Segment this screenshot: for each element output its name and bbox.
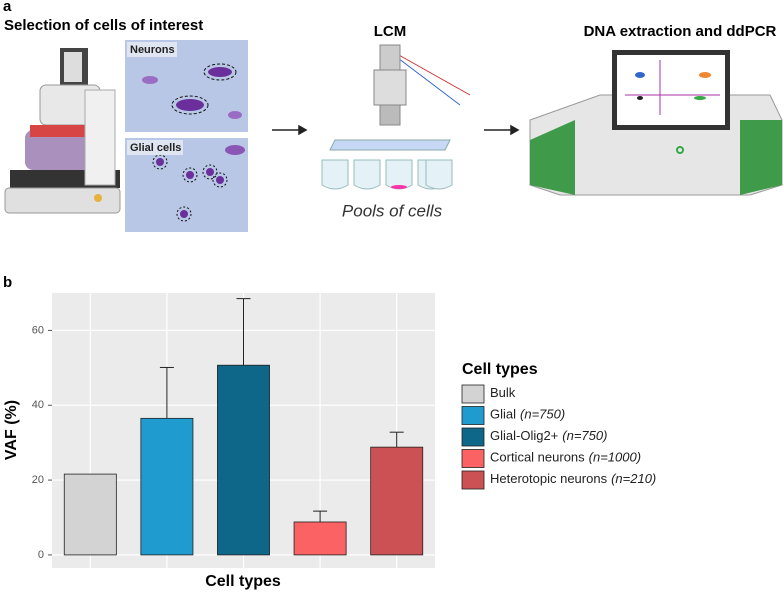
step-title: Selection of cells of interest <box>4 17 203 34</box>
arrow <box>272 124 520 136</box>
legend-name: Glial <box>490 407 516 422</box>
y-tick-label: 0 <box>38 549 44 561</box>
micrograph <box>125 40 248 232</box>
plot: 0 20 40 60 Bulk Glial (n=750) Glial-Olig2+ (n=75… <box>32 293 656 568</box>
bar <box>217 364 270 556</box>
legend-swatch <box>461 384 485 404</box>
legend-label: Glial-Olig2+ (n=750) <box>490 428 607 443</box>
bar <box>63 473 117 556</box>
legend-note: (n=1000) <box>589 450 641 465</box>
label-bg <box>127 140 183 155</box>
panel-label: b <box>3 274 12 291</box>
legend-name: Heterotopic neurons <box>490 471 608 486</box>
ddpcr-illustration <box>529 50 783 196</box>
y-axis-label: VAF (%) <box>3 400 20 460</box>
legend-name: Glial-Olig2+ <box>490 428 558 443</box>
error-bar <box>159 366 174 419</box>
legend-label: Cortical neurons (n=1000) <box>490 450 641 465</box>
legend-swatch <box>461 470 485 490</box>
step-title: DNA extraction and ddPCR <box>584 23 777 40</box>
error-bar <box>313 510 328 522</box>
caption: Pools of cells <box>342 201 443 220</box>
image-label: Neurons <box>130 44 175 56</box>
legend-label: Bulk <box>490 385 516 400</box>
microscope-illustration <box>4 48 121 214</box>
bar <box>293 521 347 556</box>
legend-swatch <box>461 427 485 447</box>
legend-label: Glial (n=750) <box>490 407 565 422</box>
y-tick-label: 20 <box>32 474 44 486</box>
bar <box>370 446 424 556</box>
legend-note: (n=750) <box>520 407 565 422</box>
x-axis-label: Cell types <box>205 573 281 590</box>
step-title: LCM <box>374 23 407 40</box>
y-tick-label: 60 <box>32 324 44 336</box>
legend-name: Bulk <box>490 385 516 400</box>
label-bg <box>127 42 177 57</box>
panel-label: a <box>3 0 12 15</box>
legend-title: Cell types <box>462 361 538 378</box>
legend-swatch <box>461 406 485 425</box>
legend-label: Heterotopic neurons (n=210) <box>490 471 656 486</box>
error-bar <box>236 298 251 366</box>
image-label: Glial cells <box>130 142 181 154</box>
y-tick-label: 40 <box>32 399 44 411</box>
legend-name: Cortical neurons <box>490 450 585 465</box>
legend-swatch <box>461 449 485 468</box>
lcm-illustration <box>321 44 471 190</box>
legend-note: (n=210) <box>611 471 656 486</box>
bar <box>140 417 194 556</box>
error-bar <box>389 431 404 448</box>
legend-note: (n=750) <box>562 428 607 443</box>
